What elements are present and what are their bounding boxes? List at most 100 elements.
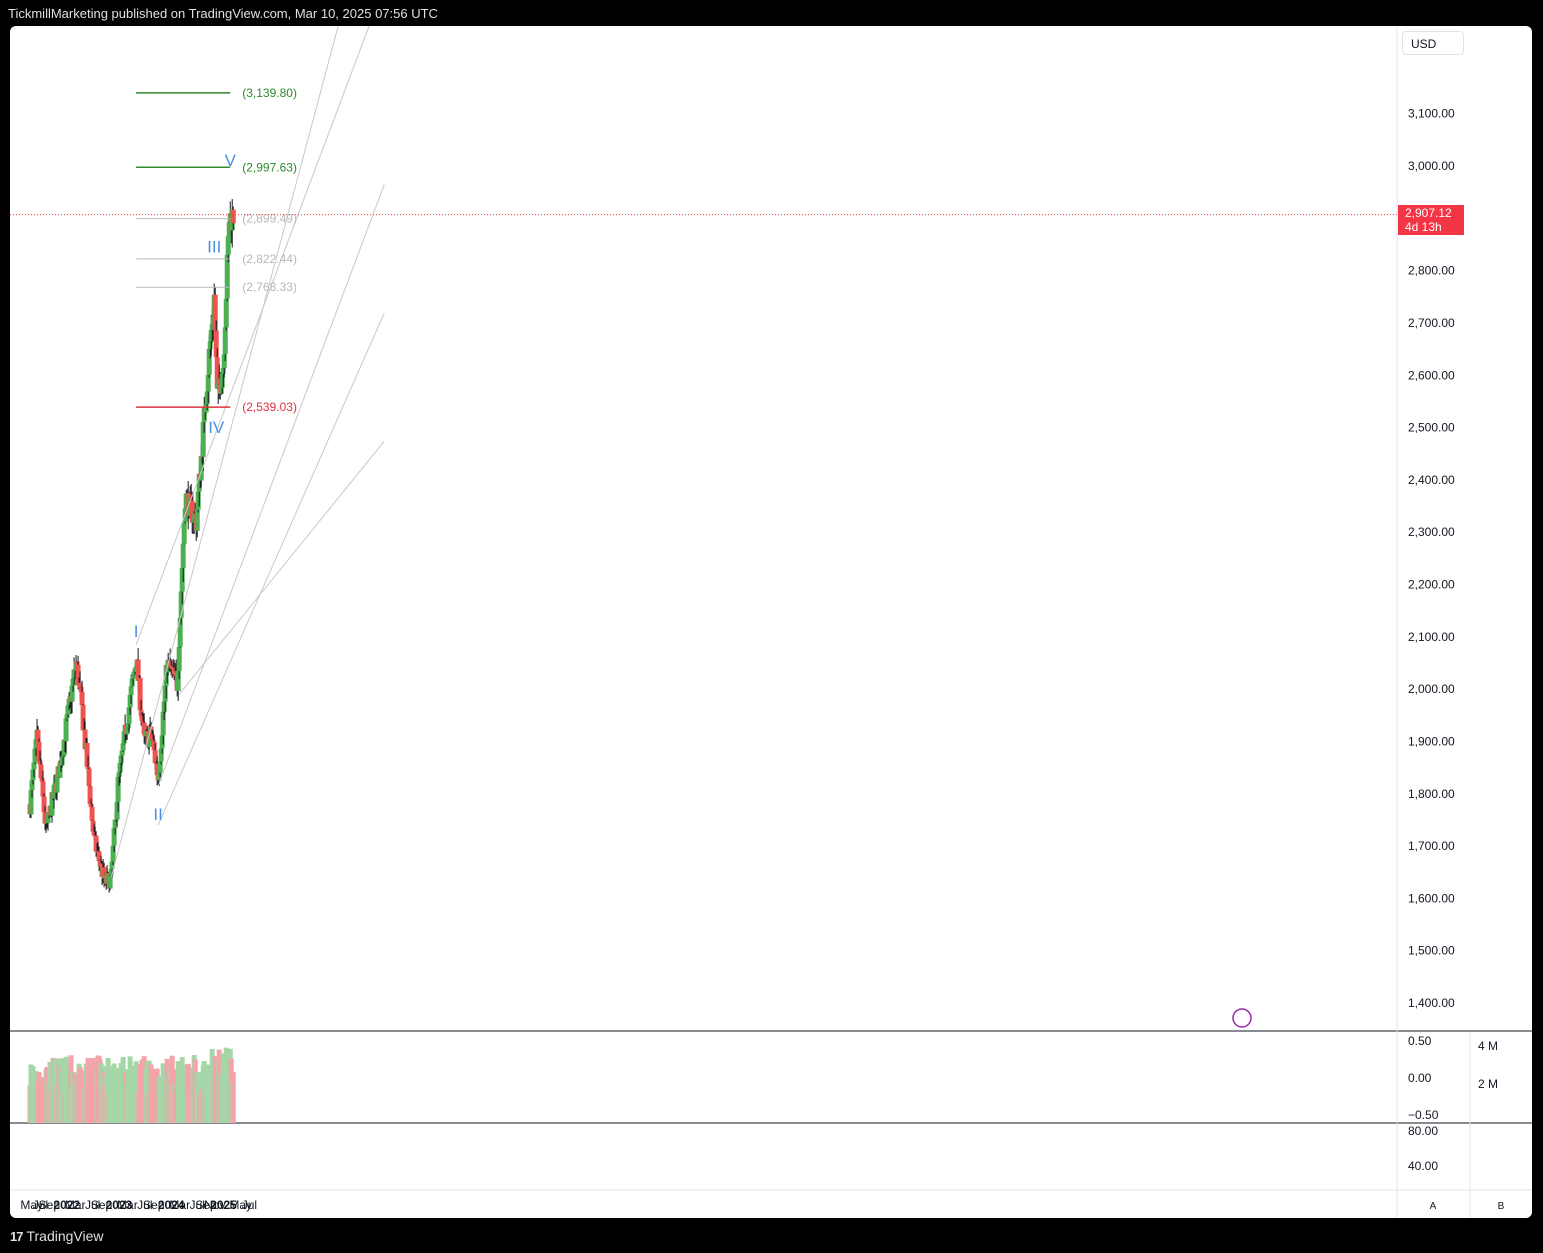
candle-body xyxy=(33,738,39,749)
time-tick-label: 2023 xyxy=(106,1198,133,1212)
time-tick-label: 2022 xyxy=(53,1198,80,1212)
candle-body xyxy=(208,329,214,342)
candle-body xyxy=(221,354,227,368)
candle-body xyxy=(128,686,134,696)
fib-level-label: (2,539.03) xyxy=(242,400,297,414)
candle-body xyxy=(115,776,121,802)
channel-line xyxy=(135,26,370,645)
candle-body xyxy=(171,667,177,675)
candle-body xyxy=(200,422,206,457)
candle-body xyxy=(175,671,181,691)
candle-body xyxy=(32,748,38,763)
candle-body xyxy=(63,718,69,742)
time-tick-label: Jul xyxy=(33,1198,48,1212)
candle-body xyxy=(42,811,48,824)
price-tick-label: 2,200.00 xyxy=(1408,578,1455,592)
candle-body xyxy=(113,819,119,821)
candle-body xyxy=(207,341,213,349)
currency-selector[interactable]: USD xyxy=(1402,31,1464,55)
fib-level-label: (2,997.63) xyxy=(242,160,297,174)
candle-body xyxy=(31,762,37,770)
candle-body xyxy=(203,404,209,413)
scale-log-button: B xyxy=(1498,1201,1505,1212)
candle-body xyxy=(82,729,88,750)
candle-body xyxy=(181,521,187,544)
candle-body xyxy=(209,324,215,330)
price-tick-label: 1,900.00 xyxy=(1408,734,1455,748)
candle-body xyxy=(201,407,207,423)
candle-body xyxy=(152,750,158,763)
last-price-value: 2,907.12 xyxy=(1405,206,1452,220)
candle-body xyxy=(119,750,125,756)
candle-body xyxy=(117,762,123,773)
candle-body xyxy=(29,780,35,791)
candle-body xyxy=(80,705,86,731)
candle-body xyxy=(84,742,90,767)
bar-countdown: 4d 13h xyxy=(1405,220,1442,234)
time-tick-label: Sep xyxy=(195,1198,217,1212)
candle-body xyxy=(116,772,122,777)
price-tick-label: 2,700.00 xyxy=(1408,316,1455,330)
candle-body xyxy=(156,772,162,781)
candle-body xyxy=(129,678,135,687)
candle-body xyxy=(127,695,133,708)
candle-body xyxy=(35,729,41,742)
time-tick-label: Mar xyxy=(117,1198,138,1212)
candle-body xyxy=(59,757,65,766)
candle-body xyxy=(120,743,126,751)
candle-body xyxy=(177,617,183,647)
candle-body xyxy=(140,721,146,723)
time-tick-label: May xyxy=(20,1198,43,1212)
price-tick-label: 3,100.00 xyxy=(1408,107,1455,121)
oscillator-tick-label: 40.00 xyxy=(1408,1159,1438,1173)
candle-body xyxy=(64,714,70,719)
candle-body xyxy=(112,819,118,829)
candle-body xyxy=(198,456,204,481)
candle-body xyxy=(40,781,46,797)
candle-body xyxy=(96,851,102,862)
candle-body xyxy=(54,773,60,793)
candle-body xyxy=(159,735,165,749)
candle-body xyxy=(213,330,219,358)
candle-body xyxy=(163,664,169,686)
volume-tick-label: 0.00 xyxy=(1408,1071,1432,1085)
volume-bars xyxy=(27,1047,236,1123)
candle-body xyxy=(196,473,202,492)
time-tick-label: Mar xyxy=(65,1198,86,1212)
candle-body xyxy=(74,661,80,665)
candle-body xyxy=(189,500,195,523)
volume-axis-label: 4 M xyxy=(1478,1039,1498,1053)
candle-body xyxy=(38,764,44,779)
candle-body xyxy=(93,835,99,852)
candle-body xyxy=(36,741,42,761)
candle-body xyxy=(95,850,101,852)
tradingview-logo[interactable]: 17 TradingView xyxy=(10,1228,104,1244)
chart-canvas[interactable]: 1,400.00 1,500.00 1,600.00 1,700.00 1,800.00… xyxy=(10,26,1532,1218)
candle-body xyxy=(124,728,130,735)
candle-body xyxy=(216,378,222,385)
fib-level-label: (2,822.44) xyxy=(242,252,297,266)
candle-body xyxy=(154,763,160,776)
chart-frame[interactable]: 1,400.00 1,500.00 1,600.00 1,700.00 1,800.00… xyxy=(10,26,1532,1218)
time-tick-label: Sep xyxy=(91,1198,113,1212)
candle-body xyxy=(28,790,34,815)
candle-body xyxy=(89,807,95,821)
candle-body xyxy=(160,711,166,736)
candle-body xyxy=(108,869,114,875)
wave-label: IV xyxy=(208,418,225,437)
channel-line xyxy=(157,184,385,787)
candle-body xyxy=(146,734,152,748)
candle-body xyxy=(151,741,157,751)
candle-body xyxy=(223,298,229,328)
candle-body xyxy=(109,861,115,870)
candle-body xyxy=(125,723,131,729)
price-tick-label: 1,400.00 xyxy=(1408,996,1455,1010)
candle-body xyxy=(131,671,137,676)
time-tick-label: May xyxy=(229,1198,252,1212)
candle-body xyxy=(178,591,184,618)
candle-body xyxy=(86,768,92,787)
candle-body xyxy=(219,373,225,388)
candle-body xyxy=(148,726,154,735)
wave-label: I xyxy=(134,622,139,641)
candle-body xyxy=(101,867,107,879)
